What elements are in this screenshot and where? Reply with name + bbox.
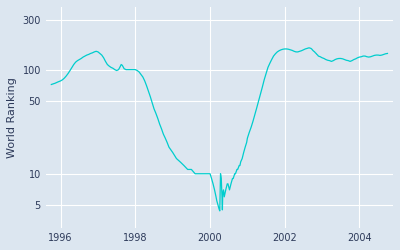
- Y-axis label: World Ranking: World Ranking: [7, 77, 17, 158]
